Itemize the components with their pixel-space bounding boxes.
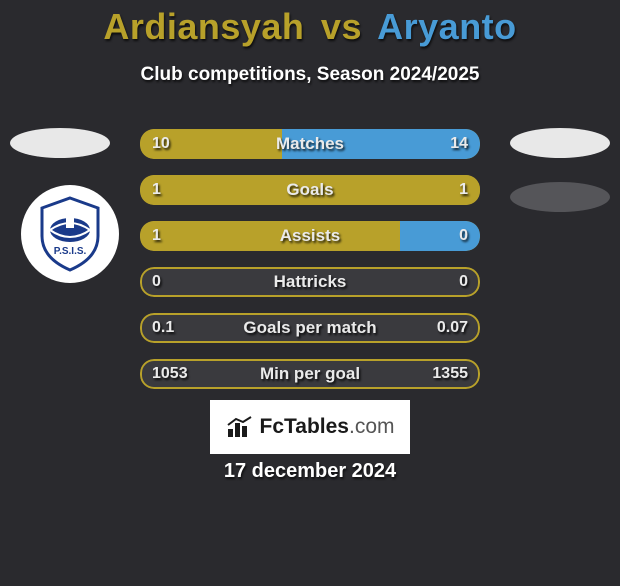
subtitle: Club competitions, Season 2024/2025 [0,64,620,86]
stat-row: 1014Matches [140,129,480,159]
stat-row: 0.10.07Goals per match [140,313,480,343]
player1-name: Ardiansyah [103,6,304,47]
logo-prefix: Fc [260,415,285,438]
vs-text: vs [321,6,362,47]
comparison-title: Ardiansyah vs Aryanto [0,6,620,48]
player2-photo-placeholder [510,128,610,158]
bar-right-fill [400,221,480,251]
bar-track [140,267,480,297]
bar-left-fill [140,221,400,251]
player1-photo-placeholder [10,128,110,158]
logo-suffix: .com [349,415,395,438]
fctables-logo: FcTables.com [210,400,410,454]
logo-main: Tables [284,415,349,438]
stat-row: 10Assists [140,221,480,251]
bar-left-fill [140,175,480,205]
bar-track [140,313,480,343]
psis-badge-icon: P.S.I.S. [36,196,104,272]
stat-row: 10531355Min per goal [140,359,480,389]
bar-right-fill [282,129,480,159]
bar-left-fill [140,129,282,159]
stat-row: 00Hattricks [140,267,480,297]
chart-icon [226,415,254,439]
player2-club-placeholder [510,182,610,212]
stats-comparison-bars: 1014Matches 11Goals 10Assists 00Hattricks 0.… [140,129,480,405]
snapshot-date: 17 december 2024 [0,460,620,483]
logo-text: FcTables.com [260,415,395,439]
player2-name: Aryanto [377,6,517,47]
bar-track [140,359,480,389]
player1-club-badge: P.S.I.S. [21,185,119,283]
stat-row: 11Goals [140,175,480,205]
svg-text:P.S.I.S.: P.S.I.S. [54,246,87,257]
